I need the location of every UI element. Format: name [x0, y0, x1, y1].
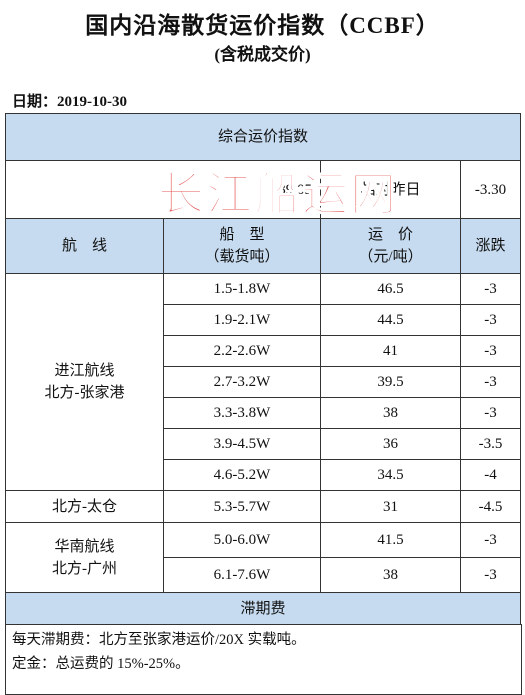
- column-header: 涨跌: [459, 218, 522, 274]
- table-row: 北方-太仓 5.3-5.7W 31 -4.5: [5, 490, 522, 523]
- table-row: 4.6-5.2W 34.5 -4: [6, 459, 522, 491]
- change: -3: [459, 397, 522, 429]
- ship-type: 2.7-3.2W: [163, 366, 321, 398]
- table-row: 2.7-3.2W 39.5 -3: [6, 366, 522, 398]
- route: 北方-太仓: [5, 490, 164, 523]
- change: -4: [459, 459, 522, 491]
- price: 46.5: [320, 273, 461, 305]
- ship-type: 1.5-1.8W: [163, 273, 321, 305]
- ship-type: 2.2-2.6W: [163, 335, 321, 367]
- column-header: 船 型 （载货吨）: [163, 218, 321, 274]
- ship-type: 6.1-7.6W: [163, 557, 321, 593]
- ship-type: 5.3-5.7W: [163, 490, 321, 523]
- demurrage-title: 滞期费: [4, 592, 522, 625]
- ship-type: 5.0-6.0W: [163, 522, 321, 558]
- table-row: 航 线船 型 （载货吨）运 价 （元/吨） 涨跌: [5, 218, 522, 274]
- table-row: 39.05 相对昨日 -3.30: [5, 160, 522, 219]
- ship-type: 1.9-2.1W: [163, 304, 321, 336]
- change: -3: [459, 366, 522, 398]
- ship-type: 3.3-3.8W: [163, 397, 321, 429]
- price: 38: [320, 557, 461, 593]
- table-row: 华南航线 北方-广州 5.0-6.0W 41.5 -3: [5, 522, 522, 593]
- change-label: 相对昨日: [320, 160, 461, 219]
- table-row: 2.2-2.6W 41 -3: [6, 335, 522, 367]
- change: -3: [459, 273, 522, 305]
- table-row: 6.1-7.6W 38 -3: [6, 557, 522, 593]
- table-row: 3.9-4.5W 36 -3.5: [6, 428, 522, 460]
- price: 41.5: [320, 522, 461, 558]
- ship-type: 3.9-4.5W: [163, 428, 321, 460]
- price: 39.5: [320, 366, 461, 398]
- price: 36: [320, 428, 461, 460]
- change: -3.5: [459, 428, 522, 460]
- column-header: 航 线: [5, 218, 164, 274]
- table-row: 滞期费: [4, 592, 522, 625]
- route: 进江航线 北方-张家港: [5, 273, 164, 491]
- note: 每天滞期费：北方至张家港运价/20X 实载吨。: [12, 632, 306, 648]
- index-change: -3.30: [459, 160, 522, 219]
- price: 31: [320, 490, 461, 523]
- index-value: 39.05: [5, 160, 321, 219]
- price: 34.5: [320, 459, 461, 491]
- section-title: 综合运价指数: [4, 113, 522, 161]
- change: -3: [459, 304, 522, 336]
- date: 日期：2019-10-30: [12, 94, 127, 110]
- price: 44.5: [320, 304, 461, 336]
- change: -3: [459, 522, 522, 558]
- rate-table: 综合运价指数 39.05 相对昨日 -3.30 航 线船 型 （载货吨）运 价 （元/吨…: [4, 113, 522, 625]
- table-row: 综合运价指数: [4, 113, 522, 161]
- change: -3: [459, 557, 522, 593]
- notes: 每天滞期费：北方至张家港运价/20X 实载吨。 定金：总运费的 15%-25%。: [5, 624, 522, 695]
- price: 41: [320, 335, 461, 367]
- table-row: 3.3-3.8W 38 -3: [6, 397, 522, 429]
- price: 38: [320, 397, 461, 429]
- title: 国内沿海散货运价指数（CCBF）: [85, 13, 440, 38]
- ship-type: 4.6-5.2W: [163, 459, 321, 491]
- table-row: 1.9-2.1W 44.5 -3: [6, 304, 522, 336]
- note: 定金：总运费的 15%-25%。: [12, 656, 190, 672]
- change: -3: [459, 335, 522, 367]
- subtitle: (含税成交价): [214, 45, 311, 64]
- change: -4.5: [459, 490, 522, 523]
- table-row: 进江航线 北方-张家港 1.5-1.8W 46.5 -3: [5, 273, 522, 491]
- route: 华南航线 北方-广州: [5, 522, 164, 593]
- column-header: 运 价 （元/吨）: [320, 218, 461, 274]
